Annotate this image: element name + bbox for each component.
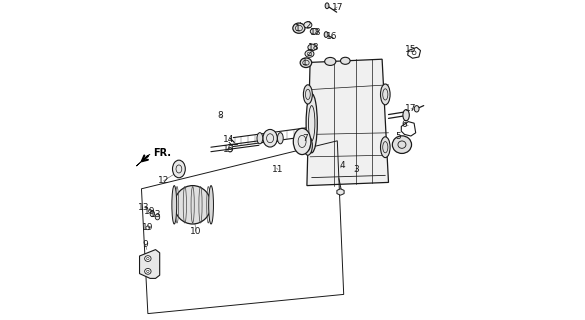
Text: 14: 14 <box>223 135 235 144</box>
Text: 13: 13 <box>150 210 161 219</box>
Ellipse shape <box>293 23 305 33</box>
Ellipse shape <box>306 94 317 153</box>
Ellipse shape <box>277 132 283 144</box>
Ellipse shape <box>144 268 151 274</box>
Polygon shape <box>307 59 388 186</box>
Text: 10: 10 <box>190 227 202 236</box>
Text: 18: 18 <box>308 43 319 52</box>
Ellipse shape <box>304 22 312 28</box>
Polygon shape <box>337 189 344 195</box>
Text: 18: 18 <box>310 28 321 36</box>
Ellipse shape <box>380 137 390 158</box>
Ellipse shape <box>305 50 314 57</box>
Text: 12: 12 <box>158 176 169 185</box>
Ellipse shape <box>414 106 419 112</box>
Text: 4: 4 <box>339 161 345 170</box>
Text: 1: 1 <box>302 58 308 67</box>
Ellipse shape <box>155 214 160 220</box>
Ellipse shape <box>310 28 318 34</box>
Text: 9: 9 <box>142 240 148 249</box>
Ellipse shape <box>304 136 312 155</box>
Ellipse shape <box>325 3 329 9</box>
Text: 7: 7 <box>302 134 308 143</box>
Ellipse shape <box>263 129 277 147</box>
Text: 1: 1 <box>295 24 301 33</box>
Text: FR.: FR. <box>153 148 171 158</box>
Ellipse shape <box>304 85 312 104</box>
Ellipse shape <box>150 211 154 217</box>
Text: 11: 11 <box>273 165 284 174</box>
Text: 15: 15 <box>405 45 417 54</box>
Text: 5: 5 <box>395 132 401 140</box>
Ellipse shape <box>393 136 411 154</box>
Ellipse shape <box>340 57 350 64</box>
Ellipse shape <box>324 32 328 37</box>
Text: 19: 19 <box>142 223 154 232</box>
Text: 6: 6 <box>402 120 407 129</box>
Text: 2: 2 <box>305 21 311 30</box>
Ellipse shape <box>325 58 336 66</box>
Ellipse shape <box>380 84 390 105</box>
Text: 3: 3 <box>353 165 359 174</box>
Ellipse shape <box>300 58 312 68</box>
Ellipse shape <box>174 186 211 224</box>
Text: 2: 2 <box>307 49 312 58</box>
Ellipse shape <box>403 110 409 121</box>
Ellipse shape <box>209 186 214 224</box>
Polygon shape <box>140 250 160 278</box>
Ellipse shape <box>308 44 317 51</box>
Polygon shape <box>136 154 150 166</box>
Text: 17: 17 <box>332 3 343 12</box>
Ellipse shape <box>144 256 151 261</box>
Text: 19: 19 <box>144 207 156 216</box>
Ellipse shape <box>172 186 177 224</box>
Ellipse shape <box>173 160 185 178</box>
Text: 16: 16 <box>326 32 338 41</box>
Text: 17: 17 <box>405 104 417 113</box>
Ellipse shape <box>293 128 311 155</box>
Ellipse shape <box>257 132 263 144</box>
Text: 19: 19 <box>223 145 235 154</box>
Text: 13: 13 <box>138 203 150 212</box>
Text: 8: 8 <box>218 111 223 120</box>
